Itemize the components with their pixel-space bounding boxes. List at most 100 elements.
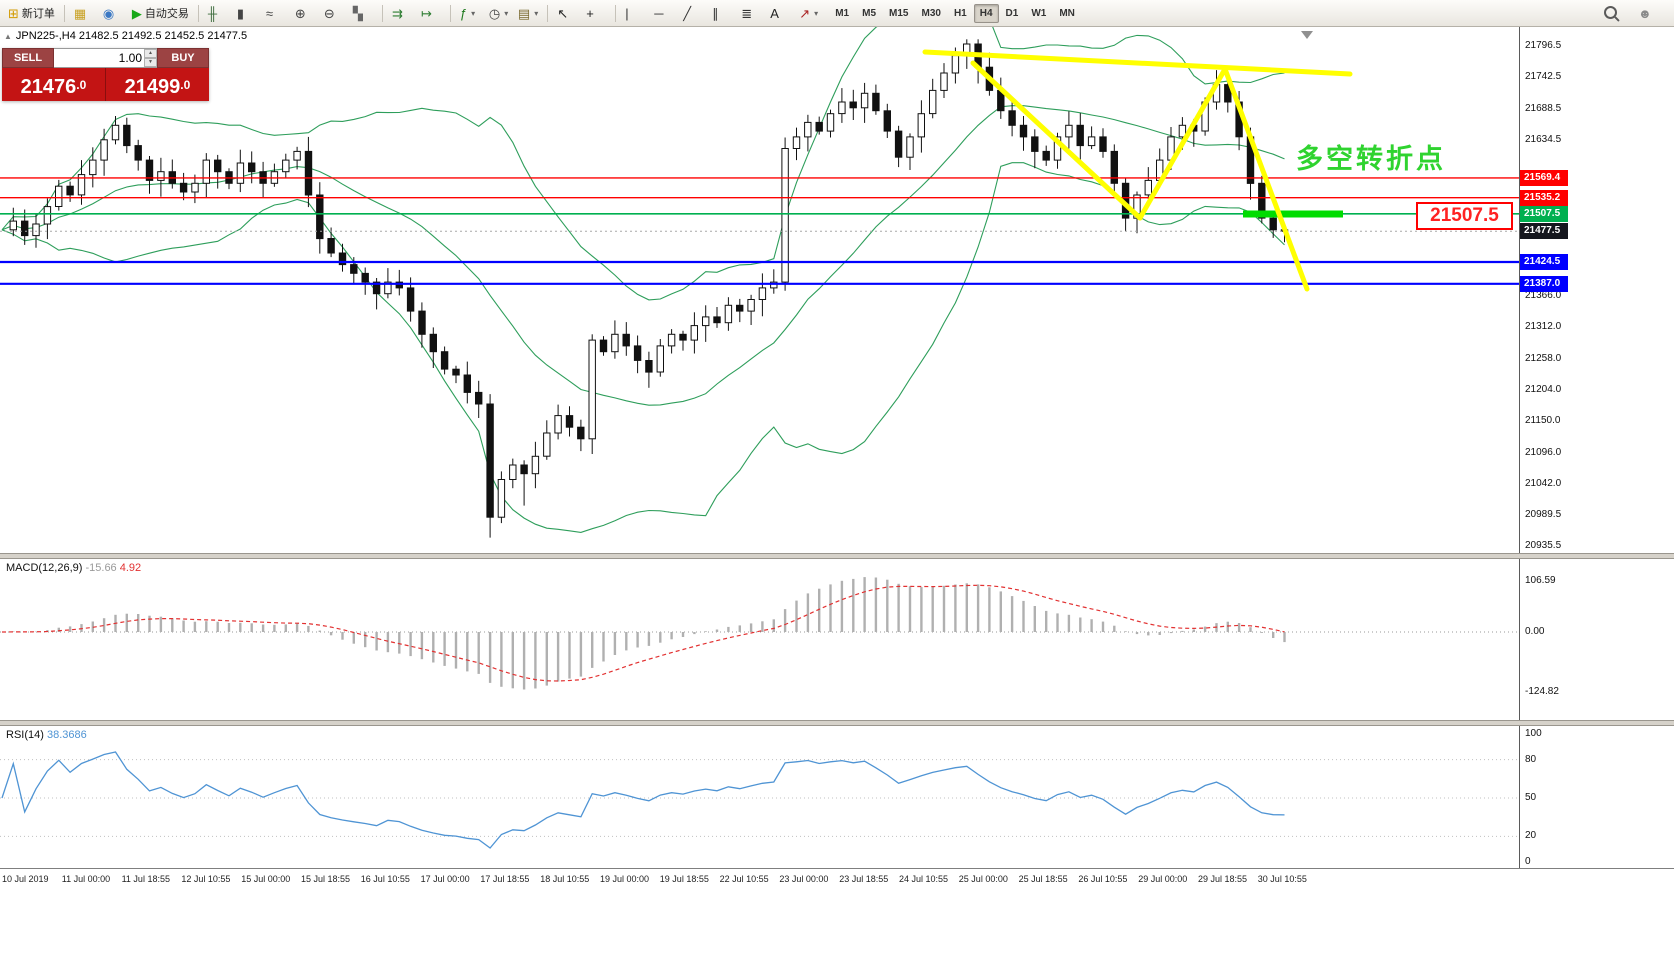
rsi-tick: 100 (1525, 728, 1542, 739)
arrow-object-icon: ↗ (799, 5, 811, 21)
candlestick-style-button[interactable]: ▮ (233, 2, 261, 25)
timeframe-m15-button[interactable]: M15 (889, 7, 909, 19)
price-tick: 20935.5 (1525, 540, 1562, 551)
timeframe-h1-button[interactable]: H1 (953, 7, 967, 19)
price-callout-box[interactable]: 21507.5 (1416, 202, 1513, 230)
vertical-line-button[interactable]: | (621, 2, 649, 25)
volume-spinner: ▲ ▼ (144, 49, 157, 67)
bar-chart-style-button[interactable]: ╫ (204, 2, 232, 25)
profiles-button[interactable]: ◉ (99, 2, 127, 25)
indicators-button[interactable]: ƒ ▾ (456, 2, 484, 25)
price-level-badge: 21424.5 (1520, 254, 1568, 270)
text-tool-button[interactable]: A (766, 2, 794, 25)
community-icon: ☻ (1638, 5, 1652, 21)
oct-toggle-icon[interactable]: ▲ (4, 31, 12, 41)
rsi-panel: RSI(14) 38.3686 100 80 50 20 0 (0, 726, 1674, 868)
toolbar: ⊞ 新订单 ▦ ◉ ▶ 自动交易 ╫ ▮ ≈ ⊕ ⊖ ▚ ⇉ ↦ ƒ ▾ ◷ ▾ ▤ ▾ ↖ + | ─ ╱ ∥ ≣ A ↗ ▾ M1 M5… (0, 0, 1674, 27)
timeframe-mn-button[interactable]: MN (1059, 7, 1075, 19)
rsi-value: 38.3686 (46, 729, 87, 741)
buy-button[interactable]: BUY (157, 48, 209, 68)
fibonacci-button[interactable]: ≣ (737, 2, 765, 25)
annotation-text[interactable]: 多空转折点 (1296, 144, 1446, 174)
auto-scroll-icon: ⇉ (391, 5, 403, 21)
auto-trading-button[interactable]: ▶ 自动交易 (128, 2, 193, 25)
search-button[interactable] (1598, 2, 1626, 25)
sell-button[interactable]: SELL (2, 48, 54, 68)
macd-panel: MACD(12,26,9) -15.66 4.92 106.59 0.00 -124… (0, 559, 1674, 720)
time-label: 18 Jul 10:55 (540, 874, 590, 884)
chart-plot[interactable]: ▲ JPN225-,H4 21482.5 21492.5 21452.5 214… (0, 27, 1520, 553)
candlestick-icon: ▮ (236, 5, 245, 21)
price-tick: 21796.5 (1525, 40, 1562, 51)
auto-scroll-button[interactable]: ⇉ (388, 2, 416, 25)
fibonacci-icon: ≣ (741, 5, 753, 21)
macd-tick: -124.82 (1525, 685, 1559, 697)
periods-button[interactable]: ◷ ▾ (485, 2, 513, 25)
price-tick: 21366.0 (1525, 290, 1562, 301)
macd-canvas (0, 577, 1519, 690)
timeframe-h4-button[interactable]: H4 (973, 3, 999, 23)
panel-separator[interactable] (0, 553, 1674, 559)
trendline-button[interactable]: ╱ (679, 2, 707, 25)
price-axis[interactable]: 21796.5 21742.5 21688.5 21634.5 21366.0 21312… (1520, 27, 1673, 553)
buy-price-decimal: .0 (180, 78, 191, 92)
chart-shift-marker (1301, 31, 1313, 39)
line-chart-style-button[interactable]: ≈ (262, 2, 290, 25)
volume-up-button[interactable]: ▲ (144, 49, 157, 58)
time-label: 19 Jul 00:00 (600, 874, 650, 884)
toolbar-separator (197, 4, 199, 22)
timeframe-m5-button[interactable]: M5 (862, 7, 877, 19)
macd-signal-value: 4.92 (119, 562, 142, 574)
rsi-plot[interactable]: RSI(14) 38.3686 (0, 726, 1520, 868)
arrows-tool-button[interactable]: ↗ ▾ (795, 2, 823, 25)
vertical-line-icon: | (625, 5, 629, 21)
macd-plot[interactable]: MACD(12,26,9) -15.66 4.92 (0, 559, 1520, 720)
yellow-trendlines[interactable] (922, 49, 1353, 292)
tile-windows-button[interactable]: ▚ (349, 2, 377, 25)
horizontal-line-button[interactable]: ─ (650, 2, 678, 25)
templates-button[interactable]: ▤ ▾ (514, 2, 542, 25)
buy-price-panel[interactable]: 21499.0 (106, 68, 209, 101)
timeframe-m30-button[interactable]: M30 (921, 7, 941, 19)
volume-down-button[interactable]: ▼ (144, 58, 157, 67)
time-label: 16 Jul 10:55 (360, 874, 410, 884)
chart-canvas[interactable] (0, 27, 1520, 553)
macd-label: MACD(12,26,9) (6, 562, 83, 574)
sell-price-panel[interactable]: 21476.0 (2, 68, 105, 101)
price-tick: 21312.0 (1525, 321, 1562, 333)
chart-symbol-ohlc: ▲ JPN225-,H4 21482.5 21492.5 21452.5 214… (4, 30, 247, 42)
symbol-ohlc-text: JPN225-,H4 21482.5 21492.5 21452.5 21477… (15, 30, 248, 42)
time-label: 10 Jul 2019 (2, 874, 49, 884)
channel-button[interactable]: ∥ (708, 2, 736, 25)
dropdown-caret-icon: ▾ (471, 8, 476, 18)
time-label: 19 Jul 18:55 (659, 874, 709, 884)
cursor-button[interactable]: ↖ (553, 2, 581, 25)
price-tick: 21634.5 (1525, 134, 1562, 146)
panel-separator[interactable] (0, 720, 1674, 726)
time-label: 15 Jul 18:55 (301, 874, 351, 884)
macd-tick: 0.00 (1525, 626, 1545, 637)
zoom-out-button[interactable]: ⊖ (320, 2, 348, 25)
new-order-button[interactable]: ⊞ 新订单 (4, 2, 59, 25)
zoom-in-button[interactable]: ⊕ (291, 2, 319, 25)
community-button[interactable]: ☻ (1634, 2, 1662, 25)
crosshair-button[interactable]: + (582, 2, 610, 25)
volume-input[interactable] (54, 49, 144, 67)
price-level-badge: 21507.5 (1520, 205, 1568, 222)
clock-icon: ◷ (488, 5, 501, 21)
chart-window-icon: ▦ (73, 5, 87, 21)
timeframe-w1-button[interactable]: W1 (1031, 7, 1047, 19)
horizontal-lines (0, 177, 1519, 285)
sell-price: 21476 (20, 76, 77, 98)
text-icon: A (770, 5, 779, 21)
chart-windows-button[interactable]: ▦ (70, 2, 98, 25)
chart-window: ▲ JPN225-,H4 21482.5 21492.5 21452.5 214… (0, 27, 1674, 553)
template-icon: ▤ (517, 5, 531, 21)
new-order-button-label: 新订单 (21, 8, 55, 20)
time-axis[interactable]: 10 Jul 2019 11 Jul 00:00 11 Jul 18:55 12 Ju… (0, 868, 1674, 891)
timeframe-m1-button[interactable]: M1 (835, 7, 850, 19)
chart-shift-button[interactable]: ↦ (417, 2, 445, 25)
price-tick: 21150.0 (1525, 415, 1561, 427)
one-click-trading-panel: SELL ▲ ▼ BUY 21476.0 21499 (2, 48, 209, 101)
timeframe-d1-button[interactable]: D1 (1005, 7, 1019, 19)
